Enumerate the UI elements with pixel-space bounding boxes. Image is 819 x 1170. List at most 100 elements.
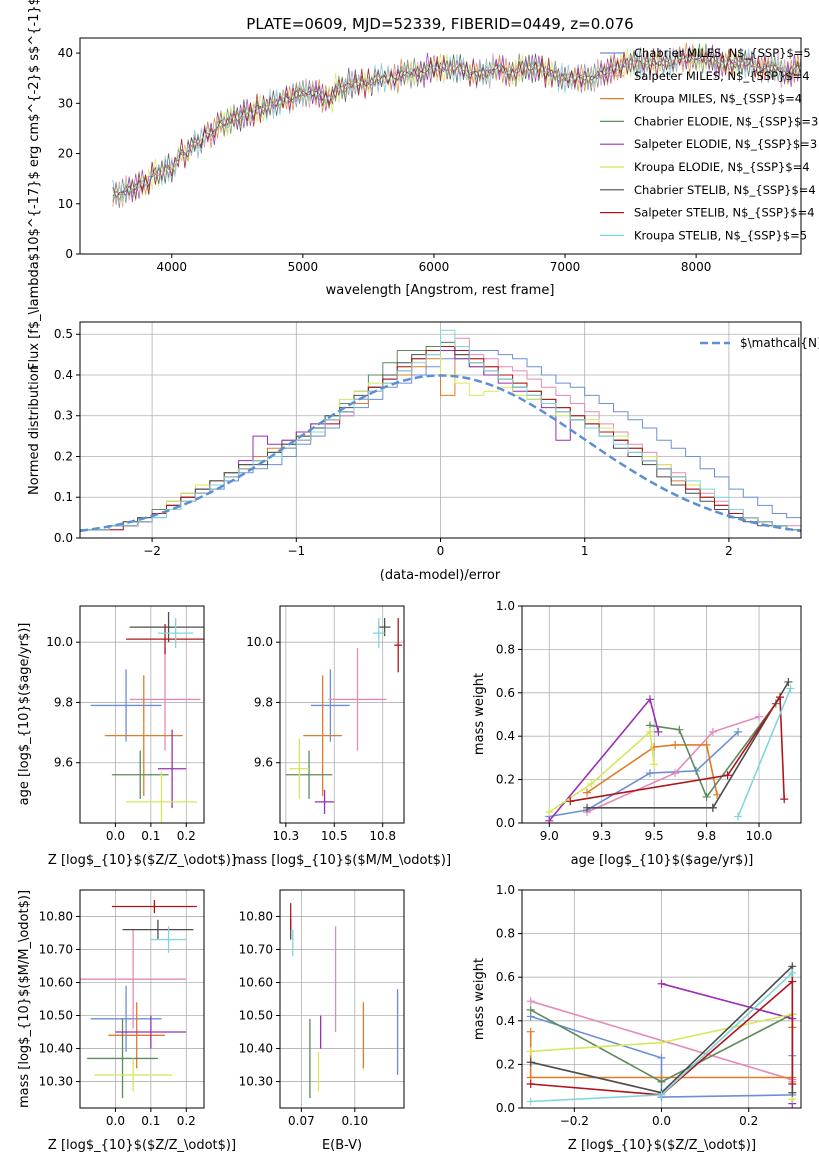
x-tick-label: 8000 [681,260,712,274]
y-tick-label: 0.4 [496,729,515,743]
histogram-series [80,354,801,531]
y-tick-label: 0.2 [54,449,73,463]
spectrum-series [112,48,801,201]
x-tick-label: 6000 [419,260,450,274]
histogram-series [80,329,801,531]
y-tick-label: 9.6 [254,756,273,770]
y-tick-label: 9.8 [254,695,273,709]
x-axis-label: Z [log$_{10}$($Z/Z_\odot$)] [48,853,236,868]
legend-label: Salpeter MILES, N$_{SSP}$=4 [634,69,810,83]
weight-marker [784,677,793,686]
weight-marker [526,997,535,1006]
axes-frame [279,889,405,1109]
axes-frame [79,321,802,539]
legend-label: Kroupa MILES, N$_{SSP}$=4 [634,92,802,106]
legend-label: Chabrier MILES, N$_{SSP}$=5 [634,46,811,60]
weight-marker [755,712,764,721]
clipped-group [285,618,403,814]
axes-frame [279,605,405,824]
axes-frame [521,889,802,1109]
y-tick-label: 10.60 [39,975,73,989]
x-tick-label: 0.1 [141,1114,160,1128]
weight-marker [526,1097,535,1106]
x-tick-label: 0.2 [739,1114,758,1128]
x-tick-label: 10.0 [746,829,773,843]
x-axis-label: (data-model)/error [380,568,501,583]
y-tick-label: 10.40 [39,1042,73,1056]
y-tick-label: 20 [58,147,73,161]
weight-marker [657,1090,666,1099]
clipped-group [90,612,204,823]
weight-marker [654,727,663,736]
weight-marker [788,1080,797,1089]
y-axis-label: Normed distribution [27,365,42,495]
plot-layer: 4000 5000 6000 7000 8000010203040wavelength … [17,0,819,1153]
weight-marker [645,695,654,704]
weight-marker [702,740,711,749]
axes-frame [79,37,802,255]
x-tick-label: 4000 [156,260,187,274]
clipped-group [526,962,797,1108]
weight-marker [723,771,732,780]
x-tick-label: 10.5 [321,829,348,843]
normal-curve [80,374,801,533]
weight-marker [657,1053,666,1062]
x-tick-label: 9.0 [540,829,559,843]
y-tick-label: 0.3 [54,409,73,423]
weight-marker [713,790,722,799]
legend-label: Salpeter STELIB, N$_{SSP}$=4 [634,206,815,220]
y-tick-label: 10 [58,197,73,211]
weight-marker [526,1027,535,1036]
y-tick-label: 0.8 [496,927,515,941]
weight-series [737,688,792,817]
weight-series [586,715,760,813]
y-axis-label: mass [log$_{10}$($M/M_\odot$)] [17,890,32,1108]
weight-marker [526,1080,535,1089]
clipped-group [80,329,801,533]
x-tick-label: 0.10 [341,1114,368,1128]
x-tick-label: 1 [581,544,589,558]
legend-label: Chabrier ELODIE, N$_{SSP}$=3 [634,114,818,128]
weight-marker [657,1077,666,1086]
legend-label: Kroupa ELODIE, N$_{SSP}$=4 [634,160,810,174]
weight-series [649,703,777,799]
y-tick-label: 10.80 [239,909,273,923]
legend-label: Kroupa STELIB, N$_{SSP}$=5 [634,228,807,242]
y-tick-label: 40 [58,46,73,60]
y-tick-label: 1.0 [496,883,515,897]
x-tick-label: 0 [437,544,445,558]
y-tick-label: 10.0 [46,635,73,649]
weight-marker [545,816,554,823]
y-axis-label: Flux [f$_\lambda$10$^{-17}$ erg cm$^{-2}… [27,0,42,370]
figure-title: PLATE=0609, MJD=52339, FIBERID=0449, z=0… [246,15,633,33]
weight-series [661,982,794,1104]
y-axis-label: mass weight [472,673,487,755]
x-axis-label: Z [log$_{10}$($Z/Z_\odot$)] [48,1138,236,1153]
y-tick-label: 0.0 [496,1101,515,1115]
weight-series [548,697,660,822]
clipped-group [545,677,795,823]
x-tick-label: 0.0 [106,1114,125,1128]
x-axis-label: Z [log$_{10}$($Z/Z_\odot$)] [568,1138,756,1153]
clipped-group [290,903,399,1099]
weight-marker [671,769,680,778]
weight-marker [780,795,789,804]
y-tick-label: 9.6 [54,756,73,770]
x-axis-label: E(B-V) [322,1138,362,1153]
clipped-group [112,42,801,208]
x-tick-label: 9.3 [592,829,611,843]
x-axis-label: age [log$_{10}$($age/yr$)] [571,853,754,868]
weight-marker [583,788,592,797]
weight-marker [645,769,654,778]
y-axis-label: mass weight [472,958,487,1040]
legend-label: Salpeter ELODIE, N$_{SSP}$=3 [634,137,817,151]
y-tick-label: 1.0 [496,599,515,613]
y-tick-label: 0.5 [54,327,73,341]
x-tick-label: 10.8 [369,829,396,843]
x-tick-label: 9.8 [697,829,716,843]
y-tick-label: 0.6 [496,970,515,984]
weight-marker [734,727,743,736]
axes-frame [79,605,205,824]
x-axis-label: mass [log$_{10}$($M/M_\odot$)] [233,853,451,868]
